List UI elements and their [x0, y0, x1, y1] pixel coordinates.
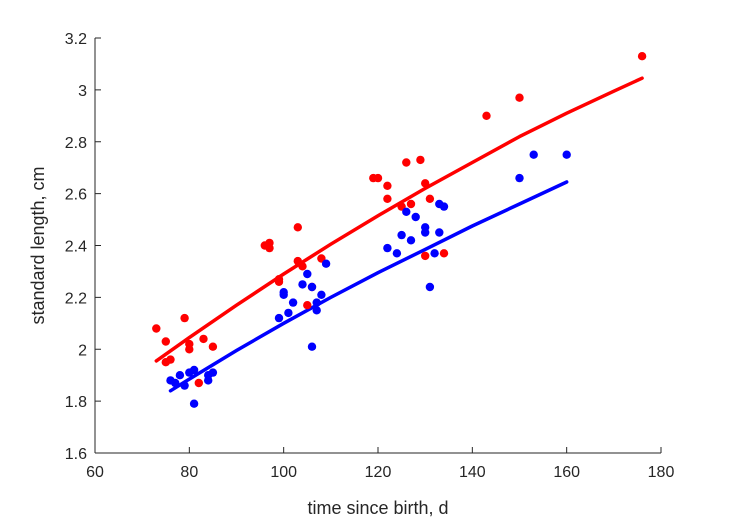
data-point-series-1	[307, 342, 317, 351]
data-point-series-0	[637, 52, 647, 61]
data-point-series-1	[430, 249, 439, 258]
x-tick-label: 160	[553, 464, 580, 481]
x-tick-label: 60	[86, 464, 104, 481]
y-tick-labels: 1.6 1.8 2 2.2 2.4 2.6 2.8 3 3.2	[65, 31, 87, 463]
x-tick-label: 80	[180, 464, 198, 481]
data-point-series-1	[303, 269, 312, 279]
x-tick-label: 140	[459, 464, 486, 481]
fit-line-series-1	[168, 180, 569, 393]
y-axis-label: standard length, cm	[28, 166, 48, 324]
data-point-series-1	[392, 249, 402, 258]
data-point-series-0	[199, 334, 208, 344]
data-point-series-0	[406, 199, 416, 209]
data-point-series-1	[529, 150, 538, 159]
data-point-series-1	[279, 290, 288, 299]
data-point-series-0	[425, 194, 435, 203]
data-point-series-0	[421, 251, 430, 261]
data-point-series-0	[265, 243, 274, 253]
x-tick-labels: 60 80 100 120 140 160 180	[86, 464, 674, 481]
data-point-series-0	[416, 155, 425, 165]
data-point-series-0	[161, 337, 170, 346]
data-point-series-1	[439, 202, 449, 211]
data-point-series-0	[194, 378, 203, 388]
y-tick-label: 3	[78, 83, 87, 100]
data-point-series-1	[189, 399, 199, 408]
data-point-series-1	[435, 228, 444, 237]
y-tick-label: 1.6	[65, 446, 87, 463]
data-point-series-1	[189, 365, 199, 375]
ticks-layer	[94, 37, 662, 454]
data-point-series-1	[307, 282, 317, 292]
y-tick-label: 3.2	[65, 31, 87, 48]
data-point-series-0	[166, 355, 175, 364]
data-point-series-1	[312, 298, 321, 307]
data-point-series-1	[411, 212, 420, 222]
data-point-series-0	[439, 249, 449, 258]
data-point-series-1	[383, 243, 392, 253]
x-tick-label: 100	[270, 464, 297, 481]
data-point-series-0	[180, 313, 189, 323]
data-point-series-1	[171, 378, 180, 388]
data-point-series-1	[406, 236, 416, 245]
x-tick-label: 120	[365, 464, 392, 481]
x-tick-label: 180	[648, 464, 675, 481]
y-tick-label: 2.6	[65, 187, 87, 204]
data-point-series-1	[321, 259, 331, 268]
fit-line-series-0	[154, 76, 644, 363]
data-point-series-1	[312, 306, 321, 315]
fit-lines-layer	[154, 76, 644, 393]
data-point-series-0	[515, 93, 524, 102]
data-point-series-1	[298, 280, 307, 289]
x-axis-label: time since birth, d	[307, 498, 448, 518]
data-point-series-0	[208, 342, 218, 351]
data-point-series-0	[402, 158, 411, 167]
y-tick-label: 2	[78, 342, 87, 359]
data-point-series-0	[482, 111, 491, 121]
data-point-series-1	[175, 371, 185, 380]
data-point-series-0	[383, 194, 392, 203]
data-point-series-1	[402, 207, 411, 216]
data-point-series-1	[180, 381, 189, 390]
y-tick-label: 2.8	[65, 135, 87, 152]
data-point-series-1	[515, 173, 524, 183]
data-point-series-0	[421, 179, 430, 188]
data-point-series-0	[298, 262, 307, 271]
data-point-series-1	[288, 298, 298, 307]
data-point-series-1	[274, 313, 284, 323]
points-layer	[152, 52, 647, 408]
y-tick-label: 1.8	[65, 394, 87, 411]
y-tick-label: 2.4	[65, 239, 87, 256]
data-point-series-0	[303, 301, 312, 310]
data-point-series-1	[421, 228, 430, 237]
data-point-series-1	[562, 150, 571, 159]
data-point-series-0	[274, 277, 284, 286]
data-point-series-0	[152, 324, 161, 333]
data-point-series-1	[425, 282, 435, 292]
data-point-series-0	[373, 173, 383, 183]
data-point-series-0	[293, 223, 302, 232]
y-tick-label: 2.2	[65, 290, 87, 307]
data-point-series-1	[284, 308, 293, 318]
data-point-series-1	[208, 368, 218, 377]
data-point-series-1	[317, 290, 326, 299]
data-point-series-1	[397, 230, 406, 240]
data-point-series-0	[383, 181, 392, 190]
data-point-series-0	[185, 345, 194, 354]
